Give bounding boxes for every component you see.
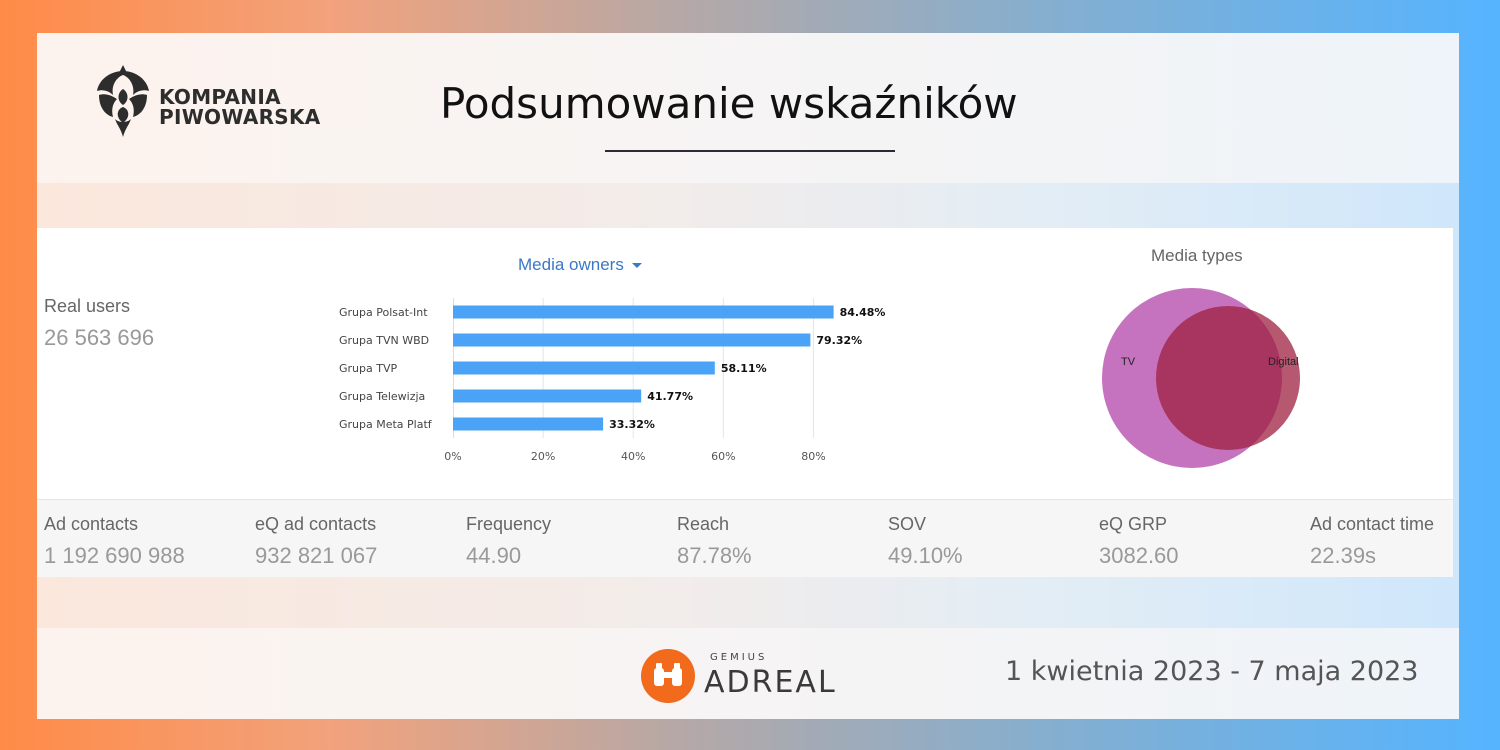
bar-value-label: 58.11% bbox=[721, 362, 767, 375]
kpi-label: eQ ad contacts bbox=[255, 514, 377, 534]
kpi-label: Ad contact time bbox=[1310, 514, 1435, 534]
x-tick-label: 0% bbox=[444, 450, 461, 463]
kpi-label: eQ GRP bbox=[1099, 514, 1168, 534]
kpi-value: 49.10% bbox=[888, 543, 963, 568]
kpi-value: 87.78% bbox=[677, 543, 752, 568]
kpi-sov: SOV 49.10% bbox=[888, 514, 963, 569]
kpi-label: Ad contacts bbox=[44, 514, 139, 534]
kpi-eq-grp: eQ GRP 3082.60 bbox=[1099, 514, 1179, 569]
bar-value-label: 84.48% bbox=[840, 306, 886, 319]
media-owners-dropdown[interactable]: Media owners bbox=[518, 255, 642, 275]
real-users-value: 26 563 696 bbox=[44, 325, 155, 350]
slide-frame: KOMPANIA PIWOWARSKA Podsumowanie wskaźni… bbox=[37, 33, 1459, 719]
venn-label-tv: TV bbox=[1121, 356, 1136, 368]
bar-value-label: 79.32% bbox=[816, 334, 862, 347]
bar[interactable] bbox=[453, 361, 715, 375]
kpi-value: 44.90 bbox=[466, 543, 522, 568]
caret-down-icon bbox=[631, 263, 642, 269]
kpi-label: Reach bbox=[677, 514, 730, 534]
x-tick-label: 20% bbox=[531, 450, 555, 463]
date-range: 1 kwietnia 2023 - 7 maja 2023 bbox=[1005, 656, 1419, 687]
media-types-title: Media types bbox=[1151, 246, 1243, 265]
kpi-bar: Ad contacts 1 192 690 988 eQ ad contacts… bbox=[37, 499, 1453, 577]
kpi-value: 3082.60 bbox=[1099, 543, 1179, 568]
category-label: Grupa TVN WBD bbox=[339, 334, 429, 347]
category-label: Grupa Telewizja bbox=[339, 390, 425, 403]
venn-label-digital: Digital bbox=[1268, 356, 1299, 368]
header: KOMPANIA PIWOWARSKA Podsumowanie wskaźni… bbox=[37, 33, 1459, 183]
x-tick-label: 60% bbox=[711, 450, 735, 463]
kpi-value: 1 192 690 988 bbox=[44, 543, 185, 568]
media-owners-bar-chart: 0%20%40%60%80%100%Grupa Polsat-Int84.48%… bbox=[339, 296, 886, 463]
kpi-label: Frequency bbox=[466, 514, 552, 534]
bar[interactable] bbox=[453, 333, 811, 347]
category-label: Grupa Polsat-Int bbox=[339, 306, 428, 319]
kpi-frequency: Frequency 44.90 bbox=[466, 514, 551, 569]
real-users-metric: Real users 26 563 696 bbox=[44, 296, 154, 351]
bar-value-label: 33.32% bbox=[609, 418, 655, 431]
kpi-eq-ad-contacts: eQ ad contacts 932 821 067 bbox=[255, 514, 377, 569]
kpi-label: SOV bbox=[888, 514, 927, 534]
category-label: Grupa Meta Platf bbox=[339, 418, 433, 431]
page-title: Podsumowanie wskaźników bbox=[440, 79, 1018, 128]
hop-cone-icon bbox=[97, 65, 149, 137]
gemius-adreal-logo: GEMIUS ADREAL bbox=[640, 646, 860, 706]
category-label: Grupa TVP bbox=[339, 362, 397, 375]
bar[interactable] bbox=[453, 305, 834, 319]
x-tick-label: 80% bbox=[801, 450, 825, 463]
kpi-ad-contact-time: Ad contact time 22.39s bbox=[1310, 514, 1434, 569]
kpi-value: 22.39s bbox=[1310, 543, 1377, 568]
media-types-venn-chart: TV Digital bbox=[1102, 288, 1300, 468]
venn-set-digital bbox=[1156, 306, 1300, 450]
real-users-label: Real users bbox=[44, 296, 131, 316]
company-name: KOMPANIA PIWOWARSKA bbox=[159, 85, 321, 129]
kpi-ad-contacts: Ad contacts 1 192 690 988 bbox=[44, 514, 185, 569]
title-underline bbox=[605, 150, 895, 152]
company-logo: KOMPANIA PIWOWARSKA bbox=[93, 63, 343, 143]
brand-name: ADREAL bbox=[704, 665, 837, 700]
bar[interactable] bbox=[453, 417, 604, 431]
x-tick-label: 40% bbox=[621, 450, 645, 463]
bar[interactable] bbox=[453, 389, 642, 403]
dashboard-panel: Real users 26 563 696 Media owners 0% 20%… bbox=[37, 228, 1453, 577]
footer: GEMIUS ADREAL 1 kwietnia 2023 - 7 maja 2… bbox=[37, 628, 1459, 719]
kpi-reach: Reach 87.78% bbox=[677, 514, 752, 569]
media-owners-dropdown-label: Media owners bbox=[518, 255, 624, 274]
kpi-value: 932 821 067 bbox=[255, 543, 378, 568]
brand-small: GEMIUS bbox=[710, 652, 767, 663]
binoculars-icon bbox=[641, 649, 695, 703]
label-clip-mask bbox=[449, 296, 453, 440]
bar-value-label: 41.77% bbox=[647, 390, 693, 403]
